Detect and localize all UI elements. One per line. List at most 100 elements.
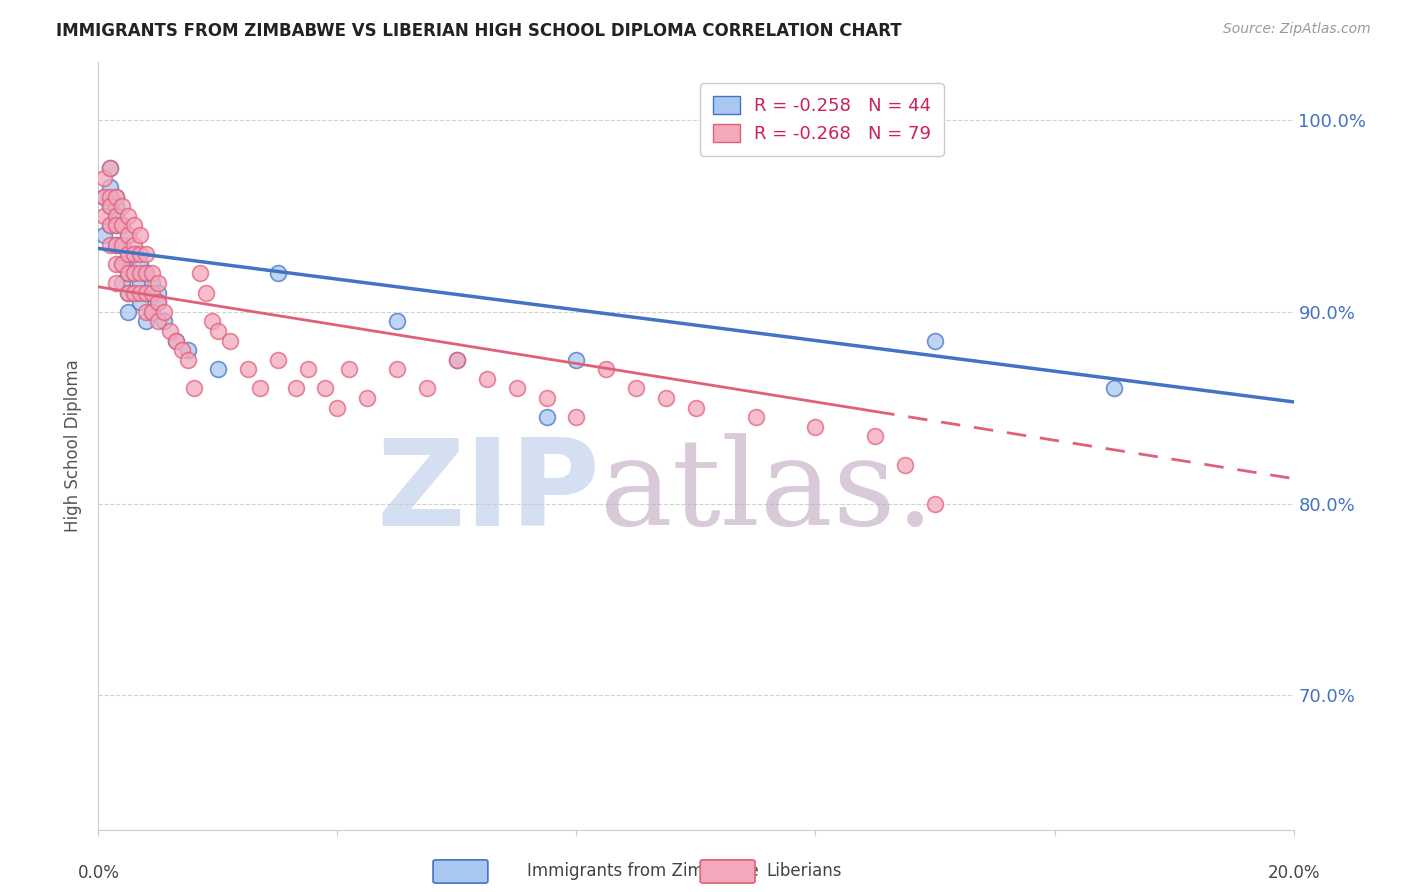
Text: Immigrants from Zimbabwe: Immigrants from Zimbabwe: [527, 863, 759, 880]
Point: [93, 189, 115, 203]
Point: [315, 381, 337, 395]
Point: [93, 170, 115, 185]
Point: [267, 352, 290, 367]
Point: [117, 285, 139, 300]
Point: [165, 334, 187, 348]
Point: [536, 410, 558, 425]
Point: [219, 334, 242, 348]
Point: [924, 334, 946, 348]
Point: [924, 496, 946, 510]
Point: [105, 219, 128, 233]
Point: [165, 334, 187, 348]
Point: [117, 247, 139, 261]
Point: [172, 343, 194, 357]
Point: [339, 362, 361, 376]
Point: [98, 237, 122, 252]
Point: [135, 266, 157, 280]
Point: [297, 362, 319, 376]
Point: [117, 266, 139, 280]
Point: [135, 314, 157, 328]
Point: [98, 180, 122, 194]
Point: [141, 304, 163, 318]
Point: [105, 257, 128, 271]
Point: [105, 276, 128, 290]
Point: [207, 324, 229, 338]
Point: [148, 276, 170, 290]
Point: [129, 285, 152, 300]
Point: [98, 199, 122, 213]
Text: 20.0%: 20.0%: [1267, 864, 1320, 882]
Point: [745, 410, 768, 425]
Point: [385, 362, 409, 376]
Point: [385, 314, 409, 328]
Point: [111, 219, 134, 233]
Point: [124, 247, 146, 261]
Point: [177, 343, 200, 357]
Point: [105, 219, 128, 233]
Point: [129, 276, 152, 290]
Point: [98, 189, 122, 203]
Point: [111, 257, 134, 271]
Point: [284, 381, 307, 395]
Point: [129, 257, 152, 271]
Point: [111, 199, 134, 213]
Point: [117, 266, 139, 280]
Text: Source: ZipAtlas.com: Source: ZipAtlas.com: [1223, 22, 1371, 37]
Point: [201, 314, 224, 328]
Point: [356, 391, 378, 405]
Point: [117, 228, 139, 243]
Point: [105, 209, 128, 223]
Legend: R = -0.258   N = 44, R = -0.268   N = 79: R = -0.258 N = 44, R = -0.268 N = 79: [700, 83, 943, 156]
Point: [111, 237, 134, 252]
Point: [153, 304, 176, 318]
Point: [207, 362, 229, 376]
Point: [135, 285, 157, 300]
Point: [117, 304, 139, 318]
Point: [249, 381, 271, 395]
Point: [141, 304, 163, 318]
Point: [129, 266, 152, 280]
Point: [865, 429, 887, 443]
Point: [506, 381, 529, 395]
Point: [124, 285, 146, 300]
Point: [267, 266, 290, 280]
Point: [153, 314, 176, 328]
Point: [124, 285, 146, 300]
Point: [124, 266, 146, 280]
Point: [804, 420, 827, 434]
Point: [98, 219, 122, 233]
Point: [111, 257, 134, 271]
Point: [148, 314, 170, 328]
Point: [326, 401, 349, 415]
Point: [124, 237, 146, 252]
Point: [98, 161, 122, 175]
Point: [93, 228, 115, 243]
Point: [124, 266, 146, 280]
Point: [148, 295, 170, 310]
Point: [565, 352, 588, 367]
Point: [129, 228, 152, 243]
Point: [188, 266, 211, 280]
Point: [148, 295, 170, 310]
Point: [195, 285, 218, 300]
Point: [655, 391, 678, 405]
Point: [129, 247, 152, 261]
Point: [135, 266, 157, 280]
Point: [141, 276, 163, 290]
Point: [111, 237, 134, 252]
Point: [135, 247, 157, 261]
Point: [105, 237, 128, 252]
Point: [105, 199, 128, 213]
Point: [105, 189, 128, 203]
Point: [135, 304, 157, 318]
Point: [105, 209, 128, 223]
Point: [1104, 381, 1126, 395]
Point: [93, 189, 115, 203]
Text: IMMIGRANTS FROM ZIMBABWE VS LIBERIAN HIGH SCHOOL DIPLOMA CORRELATION CHART: IMMIGRANTS FROM ZIMBABWE VS LIBERIAN HIG…: [56, 22, 901, 40]
Point: [117, 247, 139, 261]
Point: [446, 352, 468, 367]
Point: [105, 237, 128, 252]
Point: [129, 295, 152, 310]
Point: [141, 266, 163, 280]
Point: [894, 458, 917, 473]
